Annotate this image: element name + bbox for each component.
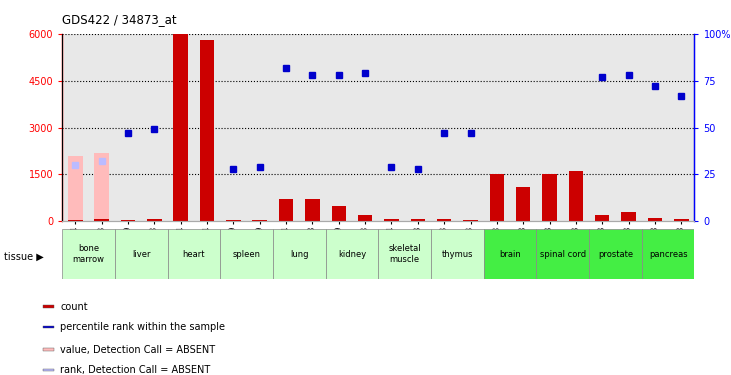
Text: tissue ▶: tissue ▶ <box>4 252 43 262</box>
Bar <box>94 219 109 221</box>
Bar <box>674 219 689 221</box>
Bar <box>226 219 240 221</box>
Bar <box>147 219 162 221</box>
Bar <box>516 187 531 221</box>
Bar <box>305 200 319 221</box>
Bar <box>43 348 54 351</box>
Bar <box>68 220 83 221</box>
Bar <box>94 153 109 221</box>
Bar <box>484 229 537 279</box>
Bar <box>463 219 478 221</box>
Bar <box>595 215 610 221</box>
Bar <box>542 174 557 221</box>
Text: count: count <box>60 302 88 312</box>
Bar <box>537 229 589 279</box>
Text: skeletal
muscle: skeletal muscle <box>388 244 421 264</box>
Text: kidney: kidney <box>338 250 366 259</box>
Bar <box>325 229 379 279</box>
Text: value, Detection Call = ABSENT: value, Detection Call = ABSENT <box>60 345 215 355</box>
Bar <box>379 229 431 279</box>
Text: spleen: spleen <box>232 250 260 259</box>
Bar <box>385 219 398 221</box>
Bar <box>648 218 662 221</box>
Bar <box>200 40 214 221</box>
Bar <box>431 229 484 279</box>
Bar <box>589 229 642 279</box>
Bar <box>167 229 220 279</box>
Bar <box>332 206 346 221</box>
Bar <box>43 326 54 328</box>
Bar <box>62 229 115 279</box>
Bar <box>621 212 636 221</box>
Text: brain: brain <box>499 250 521 259</box>
Bar <box>642 229 694 279</box>
Text: rank, Detection Call = ABSENT: rank, Detection Call = ABSENT <box>60 365 211 375</box>
Text: percentile rank within the sample: percentile rank within the sample <box>60 322 225 333</box>
Bar <box>490 174 504 221</box>
Bar <box>279 200 293 221</box>
Bar <box>252 220 267 221</box>
Bar <box>569 171 583 221</box>
Text: bone
marrow: bone marrow <box>72 244 105 264</box>
Bar <box>173 34 188 221</box>
Bar <box>68 156 83 221</box>
Text: liver: liver <box>132 250 151 259</box>
Bar <box>220 229 273 279</box>
Bar <box>43 305 54 308</box>
Bar <box>43 369 54 371</box>
Text: prostate: prostate <box>598 250 633 259</box>
Bar <box>115 229 167 279</box>
Text: lung: lung <box>290 250 308 259</box>
Text: spinal cord: spinal cord <box>539 250 586 259</box>
Bar <box>273 229 325 279</box>
Text: GDS422 / 34873_at: GDS422 / 34873_at <box>62 13 177 26</box>
Text: heart: heart <box>183 250 205 259</box>
Bar <box>411 219 425 221</box>
Text: thymus: thymus <box>442 250 473 259</box>
Bar <box>358 215 372 221</box>
Bar <box>121 219 135 221</box>
Text: pancreas: pancreas <box>649 250 687 259</box>
Bar <box>437 219 452 221</box>
